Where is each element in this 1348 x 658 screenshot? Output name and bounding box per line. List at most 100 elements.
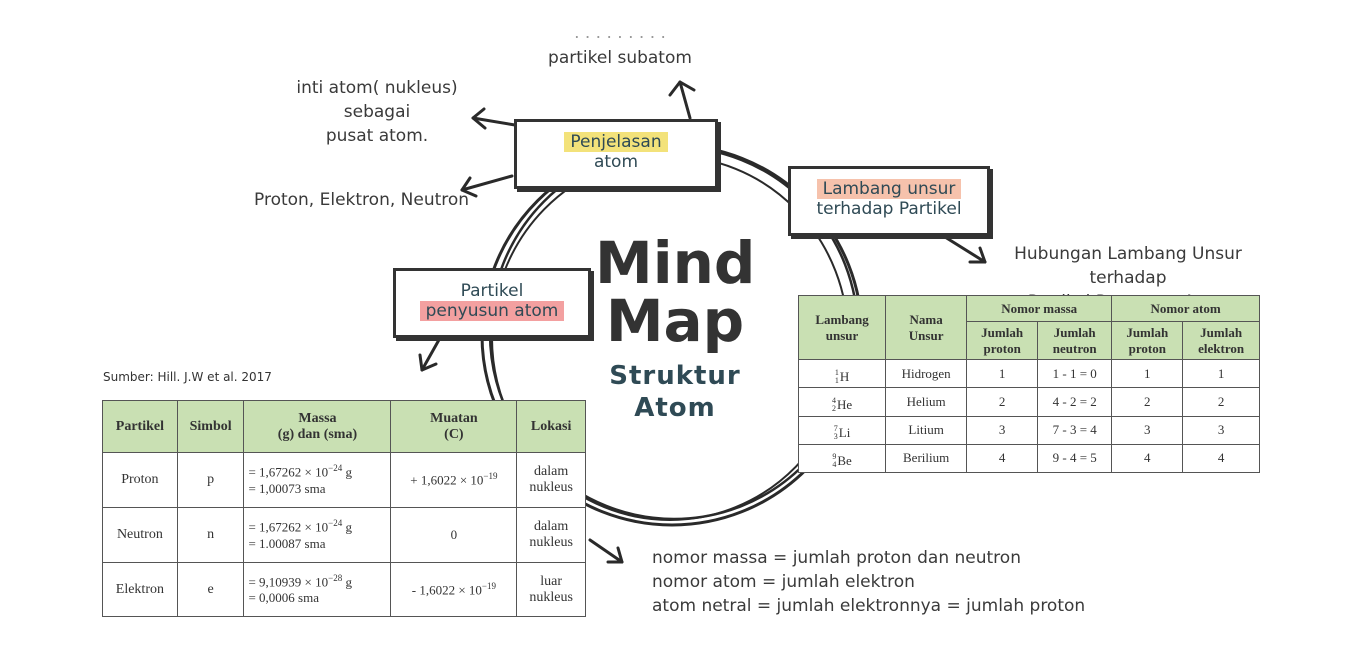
cell-muatan: - 1,6022 × 10−19: [390, 562, 518, 617]
node-penjelasan-line1: Penjelasan: [564, 132, 668, 152]
cell-jn: 9 - 4 = 5: [1037, 443, 1113, 474]
massa-base: = 9,10939 × 10: [248, 574, 329, 590]
cell-ae: 1: [1182, 358, 1260, 389]
cell-nama: Berilium: [885, 443, 968, 474]
iso-mass: 4: [831, 395, 836, 405]
cell-jp: 2: [966, 387, 1039, 417]
iso-sym: Be: [837, 453, 852, 469]
th-je-1: Jumlah: [1200, 324, 1243, 340]
cell-lambang: 9 4 Be: [797, 443, 887, 474]
th-lambang-1: Lambang: [815, 311, 869, 327]
th-nomor-massa: Nomor massa: [966, 295, 1113, 322]
th-massa-1: Massa: [298, 410, 337, 426]
th-partikel: Partikel: [102, 400, 178, 453]
th-jumlah-neutron: Jumlah neutron: [1037, 321, 1113, 360]
muatan-exp: −19: [481, 580, 496, 591]
rule-2: nomor atom = jumlah elektron: [652, 572, 915, 592]
lokasi-1: luar: [540, 573, 563, 589]
table-row: 9 4 Be Berilium 4 9 - 4 = 5 4 4: [797, 443, 1260, 474]
th-je-2: elektron: [1198, 340, 1245, 356]
cell-partikel: Proton: [102, 452, 178, 508]
th-jn-2: neutron: [1052, 340, 1097, 356]
cell-nama: Litium: [885, 415, 968, 445]
th-nama-2: Unsur: [908, 327, 944, 343]
iso-sym: He: [836, 396, 853, 412]
iso-num: 2: [831, 403, 836, 413]
th-massa-2: (g) dan (sma): [277, 426, 358, 442]
node-partikel-line1: Partikel: [460, 281, 524, 301]
iso-num: 4: [832, 460, 837, 470]
cell-lokasi: luar nukleus: [516, 562, 586, 617]
lokasi-2: nukleus: [529, 535, 573, 550]
table-row: 7 3 Li Litium 3 7 - 3 = 4 3 3: [797, 415, 1260, 445]
cell-ae: 2: [1182, 387, 1260, 417]
th-jumlah-elektron: Jumlah elektron: [1182, 321, 1260, 360]
cell-lambang: 7 3 Li: [797, 415, 887, 445]
node-penjelasan-line2: atom: [593, 152, 639, 172]
element-table-header-2: Jumlah proton Jumlah neutron Jumlah proton …: [799, 321, 1260, 360]
th-massa: Massa (g) dan (sma): [243, 400, 392, 453]
th-nama: Nama Unsur: [885, 295, 968, 360]
th-jp-1: Jumlah: [981, 324, 1024, 340]
table-row: Proton p = 1,67262 × 10−24 g = 1,00073 sm…: [102, 452, 586, 508]
note-subatom: partikel subatom: [548, 48, 692, 68]
th-jp-2: proton: [983, 340, 1021, 356]
cell-simbol: n: [176, 507, 245, 563]
cell-jp: 3: [966, 415, 1039, 445]
iso-mass: 7: [833, 424, 838, 434]
note-nukleus-line1: inti atom( nukleus) sebagai: [296, 78, 458, 122]
element-table-header-1: Lambang unsur Nama Unsur Nomor massa Nomor…: [797, 295, 1260, 360]
th-simbol: Simbol: [176, 400, 245, 453]
cell-lokasi: dalam nukleus: [516, 507, 586, 563]
cropped-note: · · · · · · · · ·: [574, 36, 666, 48]
cell-jp: 1: [966, 358, 1039, 389]
cell-simbol: e: [176, 562, 245, 617]
source-label: Sumber: Hill. J.W et al. 2017: [103, 370, 272, 384]
th-nama-1: Nama: [909, 311, 943, 327]
th-muatan-2: (C): [444, 426, 464, 442]
massa-unit: g: [342, 519, 352, 535]
th-jpb-2: proton: [1128, 340, 1166, 356]
title-line1: Mind: [595, 229, 756, 297]
massa-sma: = 0,0006 sma: [248, 590, 319, 606]
cell-ae: 4: [1182, 443, 1260, 474]
muatan-base: - 1,6022 × 10: [411, 582, 482, 598]
note-nukleus: inti atom( nukleus) sebagai pusat atom.: [262, 76, 492, 148]
massa-unit: g: [342, 574, 352, 590]
particle-table: Partikel Simbol Massa (g) dan (sma) Muata…: [102, 400, 586, 617]
cell-muatan: 0: [390, 507, 518, 563]
cell-lokasi: dalam nukleus: [516, 452, 586, 508]
rule-3: atom netral = jumlah elektronnya = jumla…: [652, 596, 1086, 616]
massa-exp: −24: [328, 518, 343, 529]
iso-sym: H: [839, 368, 850, 384]
th-lambang: Lambang unsur: [797, 295, 887, 360]
cell-lambang: 4 2 He: [797, 387, 887, 417]
note-rules: nomor massa = jumlah proton dan neutron …: [652, 546, 1085, 618]
iso-num: 1: [834, 375, 839, 385]
particle-table-header: Partikel Simbol Massa (g) dan (sma) Muata…: [102, 400, 586, 453]
node-lambang-line1: Lambang unsur: [816, 179, 962, 199]
node-partikel-line2: penyusun atom: [419, 301, 565, 321]
iso-mass: 1: [834, 367, 839, 377]
massa-base: = 1,67262 × 10: [248, 464, 329, 480]
rule-1: nomor massa = jumlah proton dan neutron: [652, 548, 1021, 568]
cell-jn: 4 - 2 = 2: [1037, 387, 1113, 417]
iso-mass: 9: [832, 452, 837, 462]
cell-jp: 4: [966, 443, 1039, 474]
table-row: 4 2 He Helium 2 4 - 2 = 2 2 2: [797, 387, 1260, 417]
note-nukleus-line2: pusat atom.: [325, 126, 429, 146]
cell-ap: 3: [1111, 415, 1184, 445]
cell-nama: Hidrogen: [885, 358, 968, 389]
center-subtitle: Struktur Atom: [590, 360, 760, 424]
subtitle-line2: Atom: [634, 393, 716, 423]
iso-sym: Li: [838, 425, 851, 441]
muatan-base: 0: [450, 527, 458, 542]
note-hubungan-line1: Hubungan Lambang Unsur terhadap: [1014, 244, 1242, 288]
center-title: Mind Map: [595, 234, 755, 350]
th-muatan: Muatan (C): [390, 400, 518, 453]
th-lambang-2: unsur: [825, 327, 859, 343]
massa-exp: −24: [328, 463, 343, 474]
node-penjelasan-atom: Penjelasan atom: [514, 119, 718, 189]
